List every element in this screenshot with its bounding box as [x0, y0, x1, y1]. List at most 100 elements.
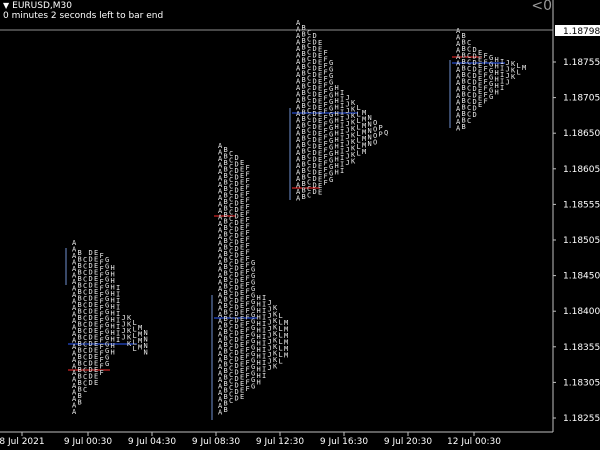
tpo-letter: A [72, 376, 77, 384]
tpo-letter: B [78, 373, 82, 381]
tpo-letter: L [357, 143, 361, 151]
tpo-letter: F [324, 82, 328, 90]
tpo-letter: D [235, 278, 239, 286]
tpo-letter: A [456, 79, 461, 87]
tpo-letter: F [100, 343, 104, 351]
tpo-letter: A [218, 149, 223, 157]
tpo-letter: H [257, 307, 261, 315]
tpo-letter: D [313, 97, 317, 105]
tpo-letter: I [116, 317, 120, 325]
tpo-letter: E [318, 91, 322, 99]
tpo-letter: D [473, 85, 477, 93]
tpo-letter: H [257, 372, 261, 380]
tpo-letter: E [94, 308, 98, 316]
tpo-letter: B [462, 32, 466, 40]
tpo-letter: L [279, 332, 283, 340]
tpo-letter: K [273, 311, 278, 319]
tpo-letter: C [83, 315, 87, 323]
tpo-letter: D [235, 362, 239, 370]
tpo-letter: B [302, 63, 306, 71]
tpo-letter: F [246, 177, 250, 185]
tpo-letter: I [262, 327, 266, 335]
tpo-letter: C [229, 293, 233, 301]
tpo-letter: D [89, 373, 93, 381]
tpo-letter: J [346, 140, 350, 148]
tpo-letter: B [224, 250, 228, 258]
tpo-letter: E [478, 101, 482, 109]
tpo-letter: F [324, 160, 328, 168]
tpo-letter: C [229, 261, 233, 269]
tpo-letter: J [268, 312, 272, 320]
tpo-letter: G [329, 105, 333, 113]
tpo-letter: A [456, 66, 461, 74]
tpo-letter: G [105, 334, 109, 342]
tpo-letter: C [229, 326, 233, 334]
tpo-letter: D [235, 265, 239, 273]
tpo-letter: E [94, 366, 98, 374]
tpo-letter: J [268, 332, 272, 340]
tpo-letter: C [229, 339, 233, 347]
tpo-letter: G [105, 263, 109, 271]
tpo-letter: B [224, 257, 228, 265]
tpo-letter: L [133, 345, 137, 353]
tpo-letter: D [313, 78, 317, 86]
time-tick-label: 8 Jul 2021 [0, 437, 45, 447]
tpo-letter: G [489, 80, 493, 88]
tpo-letter: D [235, 239, 239, 247]
time-tick-label: 9 Jul 08:30 [192, 437, 241, 447]
tpo-letter: E [94, 327, 98, 335]
tpo-letter: M [362, 122, 366, 130]
market-profile [289, 108, 358, 200]
tpo-letter: B [462, 104, 466, 112]
tpo-letter: A [72, 285, 77, 293]
tpo-letter: C [229, 397, 233, 405]
tpo-letter: B [78, 347, 82, 355]
tpo-letter: H [495, 63, 499, 71]
tpo-letter: F [324, 56, 328, 64]
tpo-letter: C [467, 104, 471, 112]
tpo-letter: G [251, 279, 255, 287]
tpo-letter: B [302, 115, 306, 123]
tpo-letter: B [78, 256, 82, 264]
tpo-letter: A [72, 252, 77, 260]
tpo-letter: F [246, 255, 250, 263]
tpo-letter: J [346, 133, 350, 141]
tpo-letter: D [473, 66, 477, 74]
tpo-letter: F [100, 350, 104, 358]
tpo-letter: D [89, 288, 93, 296]
tpo-letter: C [83, 308, 87, 316]
tpo-letter: F [100, 265, 104, 273]
tpo-letter: G [329, 144, 333, 152]
tpo-letter: E [318, 72, 322, 80]
tpo-letter: A [296, 123, 301, 131]
tpo-letter: I [340, 141, 344, 149]
triangle-down-icon[interactable]: ▼ [3, 1, 10, 10]
tpo-letter: C [307, 107, 311, 115]
tpo-letter: C [229, 332, 233, 340]
tpo-letter: E [318, 39, 322, 47]
tpo-letter: E [240, 257, 244, 265]
tpo-letter: G [251, 305, 255, 313]
tpo-letter: D [313, 143, 317, 151]
tpo-letter: D [89, 256, 93, 264]
tpo-letter: I [500, 58, 504, 66]
tpo-letter: I [500, 71, 504, 79]
tpo-letter: G [329, 124, 333, 132]
tpo-letter: D [313, 175, 317, 183]
tpo-letter: D [89, 327, 93, 335]
tpo-letter: M [284, 345, 288, 353]
tpo-letter: H [257, 327, 261, 335]
tpo-letter: C [467, 111, 471, 119]
tpo-letter: F [484, 52, 488, 60]
tpo-letter: H [111, 290, 115, 298]
tpo-letter: B [78, 340, 82, 348]
market-profiles: AAAAAAAAAAAAAAAAAAAAAAAAAAABBBBBBBBBBBBB… [65, 19, 526, 420]
tpo-letter: E [478, 69, 482, 77]
tpo-letter: A [218, 396, 223, 404]
tpo-letter: I [116, 330, 120, 338]
